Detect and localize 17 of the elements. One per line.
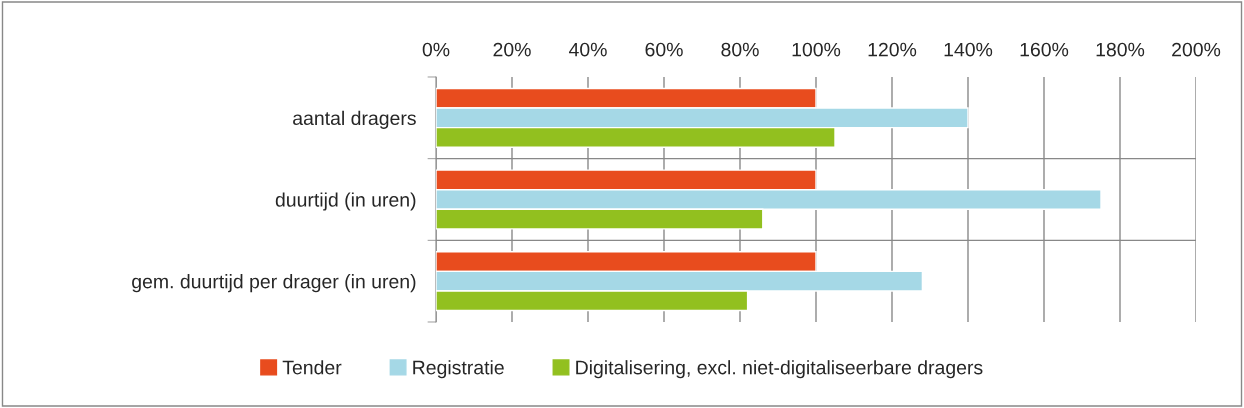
legend-label: Digitalisering, excl. niet-digitaliseerbare dragers [576,360,983,379]
y-tick-label: duurtijd (in uren) [275,192,416,211]
x-tick-label: 140% [944,42,993,57]
legend-label: Registratie [413,360,504,379]
x-tick-label: 120% [868,42,917,57]
x-tick-label: 0% [422,42,450,57]
x-tick-label: 100% [792,42,841,57]
x-tick-label: 160% [1020,42,1069,57]
x-tick-label: 20% [493,42,531,57]
legend-label: Tender [282,360,342,375]
x-tick-label: 40% [568,42,607,57]
x-tick-label: 180% [1096,42,1145,57]
x-tick-label: 80% [721,42,759,57]
x-tick-label: 60% [645,42,683,57]
x-tick-label: 200% [1172,42,1221,57]
y-tick-label: aantal dragers [293,110,416,129]
y-tick-label: gem. duurtijd per drager (in uren) [132,274,416,293]
